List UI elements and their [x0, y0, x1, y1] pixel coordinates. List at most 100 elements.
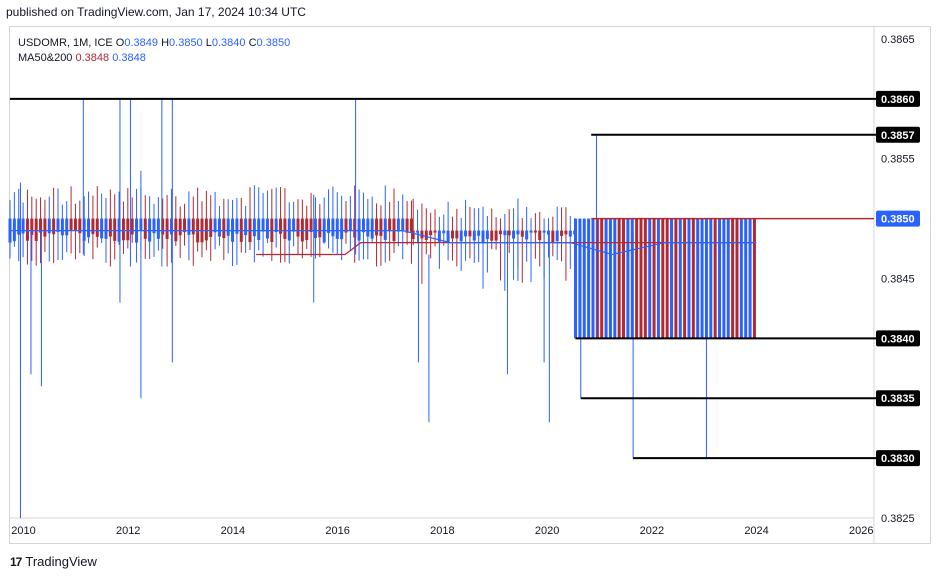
- candle-body: [652, 218, 656, 339]
- candle-body: [156, 218, 160, 239]
- candle-body: [538, 230, 542, 241]
- line-price-badge: [876, 330, 920, 347]
- candle-body: [39, 218, 43, 233]
- candle-body: [595, 218, 599, 339]
- candle-body: [735, 218, 739, 339]
- candle-body: [718, 218, 722, 339]
- candle-body: [126, 218, 130, 241]
- candle-body: [433, 230, 437, 233]
- candle-body: [533, 230, 537, 233]
- candle-body: [525, 230, 529, 240]
- candle-body: [481, 230, 485, 243]
- candle-body: [498, 230, 502, 235]
- candle-body: [420, 230, 424, 239]
- candle-body: [442, 230, 446, 234]
- candle-body: [165, 218, 169, 239]
- time-tick-label: 2026: [849, 525, 873, 537]
- candle-body: [748, 218, 752, 339]
- candle-body: [52, 218, 56, 235]
- candle-body: [700, 218, 704, 339]
- published-caption: published on TradingView.com, Jan 17, 20…: [6, 5, 306, 19]
- candle-body: [455, 230, 459, 239]
- price-tick-label: 0.3855: [881, 154, 915, 166]
- candle-body: [261, 218, 265, 232]
- candle-body: [305, 218, 309, 240]
- legend-open-value: 0.3849: [124, 37, 159, 49]
- candle-body: [494, 230, 498, 241]
- candle-body: [639, 218, 643, 339]
- candle-body: [209, 218, 213, 237]
- candle-body: [670, 218, 674, 339]
- candle-body: [696, 218, 700, 339]
- candle-body: [73, 218, 77, 231]
- candle-body: [560, 230, 564, 236]
- candle-body: [91, 218, 95, 235]
- line-price-badge: [876, 90, 920, 107]
- time-tick-label: 2020: [535, 525, 559, 537]
- time-tick-label: 2018: [430, 525, 454, 537]
- candle-body: [370, 218, 374, 239]
- candle-body: [357, 218, 361, 241]
- candle-body: [279, 218, 283, 234]
- candle-body: [674, 218, 678, 339]
- line-price-badge-text: 0.3840: [881, 333, 915, 345]
- candle-body: [613, 218, 617, 339]
- candle-body: [617, 218, 621, 339]
- time-axis: 2010 2012 2014 2016 2018 2020 2022 2024 2026: [11, 525, 873, 537]
- price-axis: 0.3865 0.3855 0.3845 0.3825: [881, 34, 915, 525]
- time-tick-label: 2016: [325, 525, 349, 537]
- candle-body: [183, 218, 187, 233]
- candle-body: [340, 218, 344, 240]
- candle-body: [683, 218, 687, 339]
- candle-body: [318, 218, 322, 238]
- candle-body: [464, 230, 468, 237]
- candle-body: [56, 218, 60, 232]
- candle-body: [392, 218, 396, 241]
- line-price-badge-text: 0.3857: [881, 130, 915, 142]
- candle-body: [43, 218, 47, 237]
- candle-body: [226, 218, 230, 236]
- candle-body: [331, 218, 335, 237]
- candle-body: [437, 230, 441, 242]
- candle-body: [121, 218, 125, 241]
- candle-body: [244, 218, 248, 236]
- candle-body: [313, 218, 317, 239]
- candle-body: [468, 230, 472, 237]
- legend-low-label: L: [205, 37, 212, 49]
- candle-body: [34, 218, 38, 242]
- candle-body: [25, 218, 29, 241]
- candle-body: [87, 218, 91, 238]
- legend-ma50-value: 0.3848: [75, 52, 110, 64]
- line-price-badge: [876, 126, 920, 143]
- candle-body: [626, 218, 630, 339]
- candle-body: [555, 230, 559, 242]
- candle-body: [622, 218, 626, 339]
- line-price-badge: [876, 450, 920, 467]
- candle-body: [578, 218, 582, 339]
- legend-high-label: H: [161, 37, 170, 49]
- candle-body: [235, 218, 239, 234]
- candle-body: [69, 218, 73, 231]
- candle-body: [600, 218, 604, 339]
- candle-body: [252, 218, 256, 237]
- candle-body: [411, 230, 415, 240]
- candle-body: [520, 230, 524, 237]
- horizontal-lines-layer: [10, 97, 878, 460]
- candle-body: [47, 218, 51, 234]
- candle-body: [366, 218, 370, 237]
- candle-body: [383, 218, 387, 240]
- candle-body: [283, 218, 287, 239]
- candle-body: [726, 218, 730, 339]
- candle-body: [274, 218, 278, 233]
- candle-body: [388, 218, 392, 232]
- current-price-badge-text: 0.3850: [881, 214, 915, 226]
- footer-brand[interactable]: 17 TradingView: [10, 554, 97, 569]
- candle-body: [30, 218, 34, 235]
- candle-body: [344, 218, 348, 233]
- candle-body: [401, 218, 405, 232]
- candle-body: [95, 218, 99, 237]
- candle-body: [60, 218, 64, 236]
- candle-body: [450, 230, 454, 239]
- candle-body: [656, 218, 660, 339]
